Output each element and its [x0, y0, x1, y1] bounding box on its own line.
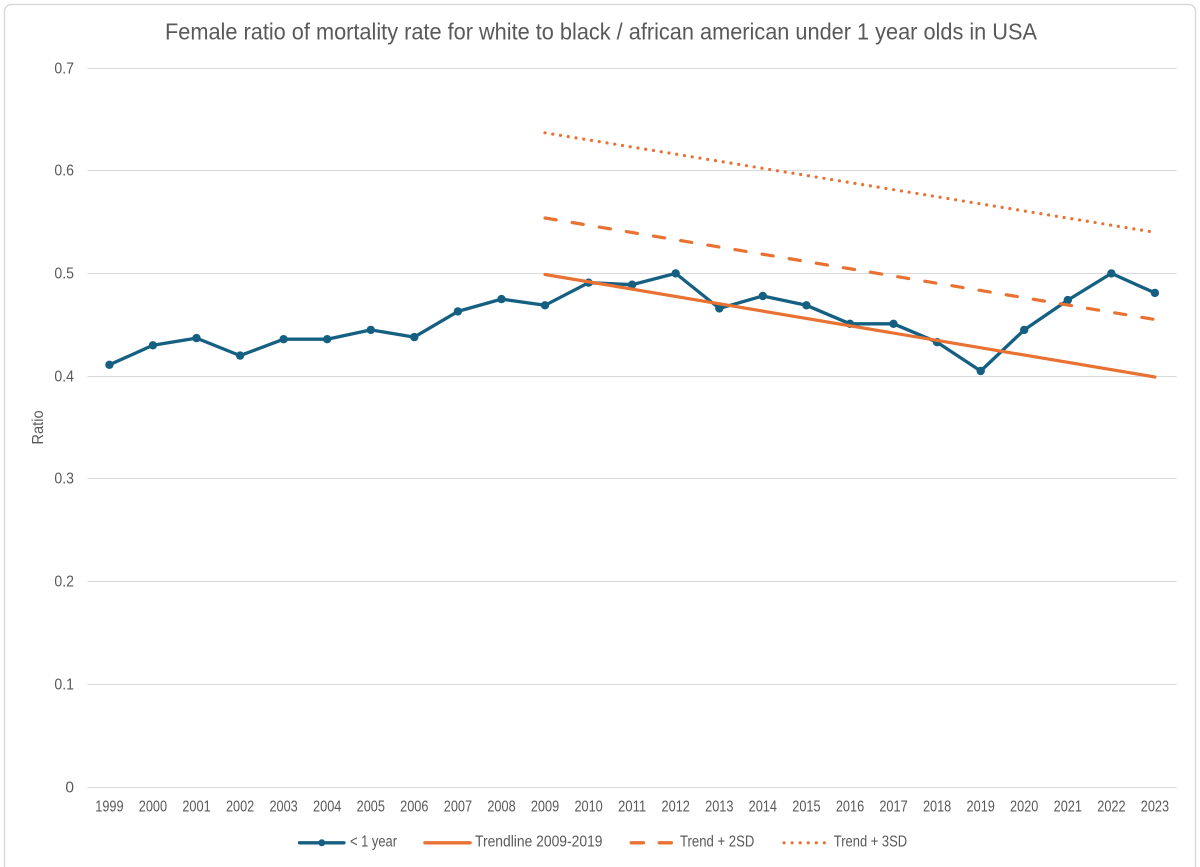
svg-text:2016: 2016	[836, 799, 864, 816]
svg-text:2007: 2007	[444, 799, 472, 816]
svg-text:Trendline 2009-2019: Trendline 2009-2019	[475, 834, 603, 851]
svg-text:2000: 2000	[139, 799, 168, 816]
svg-text:1999: 1999	[95, 799, 123, 816]
svg-text:0.7: 0.7	[54, 60, 74, 77]
svg-text:2012: 2012	[662, 799, 690, 816]
svg-text:Female ratio of mortality rate: Female ratio of mortality rate for white…	[165, 19, 1038, 45]
svg-text:2005: 2005	[357, 799, 385, 816]
svg-text:Ratio: Ratio	[30, 410, 47, 444]
svg-text:< 1 year: < 1 year	[350, 834, 397, 851]
svg-text:2001: 2001	[182, 799, 210, 816]
svg-text:2018: 2018	[923, 799, 951, 816]
svg-text:2014: 2014	[749, 799, 778, 816]
svg-text:0.3: 0.3	[54, 470, 74, 487]
svg-text:2020: 2020	[1010, 799, 1039, 816]
svg-text:2010: 2010	[574, 799, 603, 816]
svg-text:2011: 2011	[618, 799, 646, 816]
svg-text:Trend + 2SD: Trend + 2SD	[680, 834, 754, 851]
svg-text:0.5: 0.5	[54, 265, 74, 282]
svg-text:0.1: 0.1	[54, 676, 74, 693]
svg-text:0.4: 0.4	[54, 368, 74, 385]
svg-text:2003: 2003	[269, 799, 297, 816]
svg-text:2002: 2002	[226, 799, 254, 816]
svg-text:0.2: 0.2	[54, 573, 74, 590]
svg-text:2013: 2013	[705, 799, 733, 816]
svg-text:2023: 2023	[1141, 799, 1169, 816]
svg-text:2004: 2004	[313, 799, 342, 816]
svg-text:2022: 2022	[1097, 799, 1125, 816]
svg-text:2009: 2009	[531, 799, 559, 816]
svg-text:0: 0	[65, 779, 74, 796]
svg-text:2017: 2017	[879, 799, 907, 816]
svg-text:2021: 2021	[1054, 799, 1082, 816]
svg-text:2019: 2019	[967, 799, 995, 816]
svg-text:Trend + 3SD: Trend + 3SD	[834, 834, 907, 851]
svg-text:0.6: 0.6	[54, 162, 74, 179]
svg-text:2006: 2006	[400, 799, 428, 816]
svg-text:2008: 2008	[487, 799, 515, 816]
svg-text:2015: 2015	[792, 799, 820, 816]
